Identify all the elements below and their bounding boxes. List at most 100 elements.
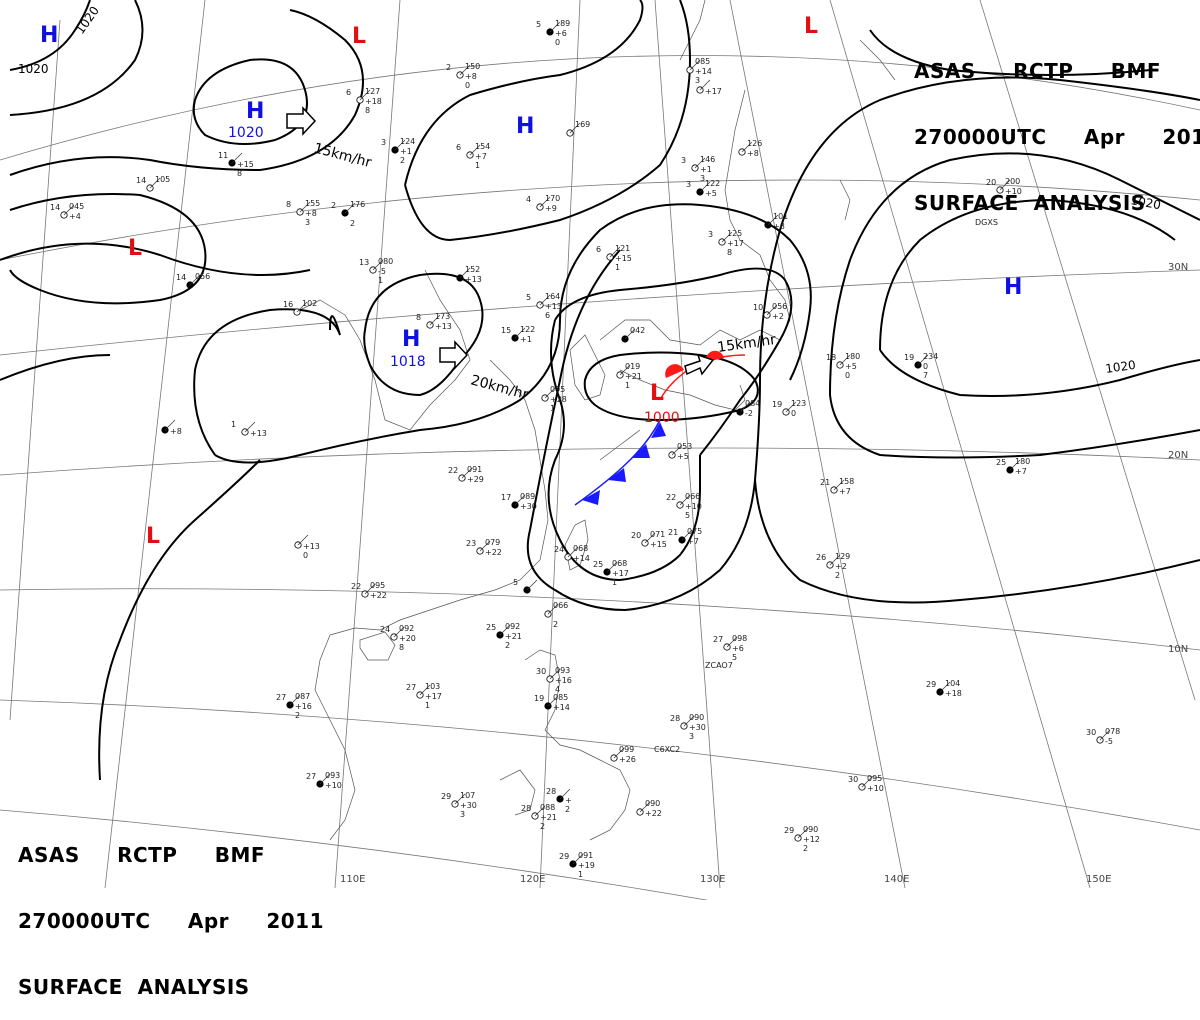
station-temp: 25 (996, 458, 1006, 467)
station-pressure: 085 (695, 57, 710, 66)
high-center: H (40, 23, 58, 48)
station-tendency: +22 (485, 548, 502, 557)
lat-label: 30N (1168, 262, 1188, 273)
station-pressure: 103 (425, 682, 440, 691)
station-weather: 2 (803, 844, 808, 853)
wind-barb-icon (1009, 459, 1021, 471)
wind-barb-icon (861, 776, 873, 788)
station-plot: 27 087+162 (276, 692, 312, 720)
station-weather: 8 (727, 248, 732, 257)
high-center: H (516, 114, 534, 139)
isobar-l-west (9, 193, 207, 305)
wind-barb-icon (639, 801, 651, 813)
station-plot: 084-2 (736, 399, 760, 418)
station-tendency: +1 (700, 165, 712, 174)
wind-barb-icon (681, 529, 693, 541)
station-tendency: +21 (540, 813, 557, 822)
station-temp: 5 (513, 578, 518, 587)
station-tendency: +16 (295, 702, 312, 711)
station-tendency: +8 (747, 149, 759, 158)
station-temp: 27 (306, 772, 316, 781)
station-weather: 2 (553, 620, 558, 629)
wind-barb-icon (741, 141, 753, 153)
pressure-value: 1000 (644, 410, 680, 426)
ship-id: ZCAO7 (705, 661, 733, 670)
isobar-outer-south (526, 379, 761, 612)
station-plot: 16 102 (283, 299, 317, 316)
station-temp: 16 (283, 300, 293, 309)
station-tendency: + (565, 796, 572, 805)
station-tendency: +8 (305, 209, 317, 218)
station-temp: 28 (546, 787, 556, 796)
station-plot: 27 103+171 (406, 682, 442, 710)
station-weather: 1 (578, 870, 583, 879)
station-pressure: 091 (467, 465, 482, 474)
station-pressure: 045 (69, 202, 84, 211)
station-plot: 5 189+60 (536, 19, 570, 47)
wind-barb-icon (917, 354, 929, 366)
station-tendency: +30 (689, 723, 706, 732)
isobar-west-ring (193, 308, 341, 456)
low-center: L (804, 14, 818, 39)
wind-barb-icon (699, 181, 711, 193)
ship-ids: DGXS ZCAO7 C6XC2 (654, 218, 998, 754)
station-temp: 3 (708, 230, 713, 239)
station-temp: 2 (331, 201, 336, 210)
station-tendency: +21 (625, 372, 642, 381)
station-plot: 169 (566, 120, 590, 137)
station-weather: 1 (425, 701, 430, 710)
station-weather: 1 (550, 404, 555, 413)
wind-barb-icon (785, 401, 797, 413)
station-plot: +8 (161, 419, 182, 436)
station-pressure: 084 (745, 399, 760, 408)
station-pressure: 173 (435, 312, 450, 321)
title-line-1: ASAS RCTP BMF (18, 843, 266, 867)
station-tendency: +13 (465, 275, 482, 284)
wind-barb-icon (547, 695, 559, 707)
station-temp: 21 (668, 528, 678, 537)
lat-label: 20N (1168, 450, 1188, 461)
low-center: L (352, 24, 366, 49)
station-plot: 24 068+14 (554, 544, 590, 563)
station-weather: 2 (350, 219, 355, 228)
motion-arrow-central-high (439, 340, 469, 370)
wind-barb-icon (699, 79, 711, 91)
station-temp: 22 (666, 493, 676, 502)
wind-barb-icon (721, 231, 733, 243)
station-plot: 2 176 2 (331, 200, 365, 228)
isobar-outer-south2 (529, 249, 621, 531)
station-plot: 2 150+80 (446, 62, 480, 90)
wind-barb-icon (683, 715, 695, 727)
station-tendency: +1 (520, 335, 532, 344)
wind-barb-icon (454, 793, 466, 805)
station-plot: 30 078-5 (1086, 727, 1120, 746)
wind-barb-icon (613, 747, 625, 759)
station-pressure: 101 (773, 212, 788, 221)
wind-barb-icon (372, 259, 384, 271)
wind-barb-icon (514, 494, 526, 506)
station-plot: 095+281 (541, 385, 567, 413)
station-plot: 3 122+5 (686, 179, 720, 198)
cold-front-tri-1 (582, 490, 600, 505)
station-plot: 101+8 (764, 212, 788, 231)
station-tendency: +10 (325, 781, 342, 790)
station-tendency: +15 (237, 160, 254, 169)
station-pressure: 099 (619, 745, 634, 754)
title-line-2: 270000UTC Apr 2011 (18, 909, 325, 933)
station-weather: 2 (505, 641, 510, 650)
station-tendency: +8 (170, 427, 182, 436)
station-pressure: 176 (350, 200, 365, 209)
title-block-top-right: ASAS RCTP BMF 270000UTC Apr 2011 SURFACE… (914, 16, 1200, 236)
station-pressure: 234 (923, 352, 938, 361)
wind-barb-icon (549, 668, 561, 680)
wind-barb-icon (609, 246, 621, 258)
station-pressure: 154 (475, 142, 490, 151)
station-pressure: 122 (705, 179, 720, 188)
station-temp: 30 (848, 775, 858, 784)
wind-barb-icon (567, 546, 579, 558)
wind-barb-icon (299, 201, 311, 213)
station-tendency: +9 (545, 204, 557, 213)
station-plot: 11 +158 (218, 151, 254, 178)
station-pressure: 098 (732, 634, 747, 643)
